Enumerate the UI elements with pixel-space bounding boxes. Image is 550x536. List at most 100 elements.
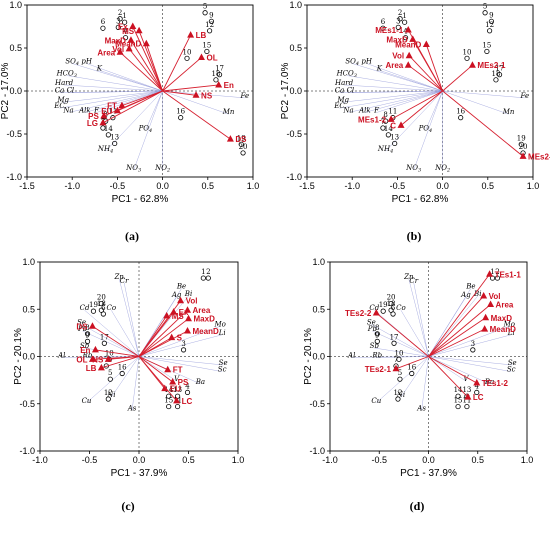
panel-c-factor-label: MS — [172, 312, 185, 321]
panel-d-factor-label: Area — [496, 301, 514, 310]
panel-a-variable-label: Hard — [54, 79, 74, 87]
panel-c-sample-label: 17 — [100, 333, 109, 341]
panel-a-variable-line — [84, 90, 163, 113]
panel-b-factor-line — [442, 90, 524, 157]
panel-d-factor-label: LC — [473, 393, 484, 402]
panel-b-sample-point — [484, 48, 490, 55]
panel-a-sample-point — [110, 115, 116, 121]
panel-a-variable-label: Mg — [56, 96, 69, 104]
panel-b-xtick-label: 1.0 — [527, 181, 540, 191]
panel-c-xtick-label: -0.5 — [82, 455, 98, 465]
panel-b-variable-line — [425, 90, 443, 131]
panel-c-factor-marker — [88, 355, 96, 362]
panel-c-variable-line — [138, 334, 223, 357]
panel-c-sample-label: 18 — [97, 300, 106, 308]
panel-b-variable-line — [348, 90, 443, 113]
panel-b-variable-label: NO3 — [405, 164, 421, 174]
panel-c-variable-label: Al — [57, 351, 65, 359]
panel-c-xtick-label: 0.5 — [182, 455, 195, 465]
panel-c-variable-label: Sb — [80, 342, 90, 350]
panel-c-sample-point — [205, 275, 211, 281]
panel-d-sample-point — [374, 331, 380, 337]
panel-c-variable-label: Ni — [106, 391, 115, 399]
panel-b-sample-label: 15 — [482, 41, 491, 49]
panel-b-ytick-label: -0.5 — [286, 129, 302, 139]
panel-b-variable-label: F — [373, 107, 380, 115]
panel-d-factor-label: TEs2-2 — [345, 309, 372, 318]
panel-d-sample-point — [455, 403, 461, 410]
panel-a-sample-point — [216, 72, 223, 78]
panel-d-variable-label: Co — [396, 304, 406, 312]
panel-b-xtick-label: -0.5 — [390, 181, 406, 191]
panel-d-variable-line — [421, 356, 429, 411]
panel-b-variable-label: Mg — [336, 96, 349, 104]
panel-b-factor-label: Vol — [392, 52, 404, 61]
panel-a-xtick-label: -0.5 — [110, 181, 126, 191]
panel-d-sample-point — [474, 389, 480, 396]
panel-a-sample-point — [238, 141, 244, 147]
panel-c-sample-point — [175, 393, 181, 399]
panel-b-variable-label: pH — [361, 57, 372, 65]
panel-b-factor-line — [412, 39, 443, 92]
panel-c-sample-label: 16 — [118, 364, 127, 372]
panel-d-y-axis-label: PC2 - 20.1% — [303, 328, 314, 385]
panel-c-variable-line — [138, 356, 224, 366]
panel-c-variable-label: Bi — [184, 290, 192, 298]
panel-c-variable-line — [138, 356, 177, 382]
panel-d-variable-label: As — [416, 404, 426, 412]
panel-d-factor-marker — [481, 325, 489, 332]
panel-b-variable-line — [339, 90, 443, 109]
panel-c-ytick-label: 0.5 — [22, 304, 35, 314]
panel-b-factor-marker — [404, 61, 412, 68]
panel-b-sample-point — [383, 118, 389, 124]
panel-c-factor-marker — [185, 314, 192, 322]
panel-c-ytick-label: 0.0 — [22, 352, 35, 362]
panel-b-ytick-label: -1.0 — [286, 172, 302, 182]
panel-c-variable-label: Be — [176, 282, 186, 290]
panel-c-variable-label: Pb — [77, 325, 88, 333]
panel-b-sample-point — [496, 72, 503, 78]
panel-d-variable-line — [374, 347, 429, 357]
panel-d-variable-line — [428, 326, 510, 357]
panel-b-sample-point — [380, 125, 386, 131]
panel-a-variable-line — [86, 63, 163, 92]
panel-d-sample-label: 6 — [391, 304, 396, 312]
panel-c-factor-label: NS — [92, 355, 104, 364]
panel-b-sample-point — [402, 19, 408, 25]
panel-b-factor-label: MeanD — [395, 41, 421, 50]
panel-b-variable-label: Fe — [520, 92, 530, 100]
panel-c-sample-point — [200, 275, 206, 281]
panel-d-sample-label: 9 — [375, 331, 379, 339]
panel-a-variable-label: Mn — [222, 108, 235, 116]
panel-b-sample-point — [458, 115, 464, 121]
panel-c-factor-line — [95, 349, 140, 357]
panel-b-sample-label: 19 — [517, 134, 526, 142]
panel-d-sample-label: 8 — [375, 324, 379, 332]
panel-a-sample-point — [115, 24, 121, 30]
panel-b-ytick-label: 0.0 — [289, 86, 302, 96]
panel-b-sample-point — [385, 132, 391, 138]
panel-a-variable-line — [162, 90, 229, 115]
panel-b-factor-line — [400, 90, 443, 126]
panel-a-variable-label: Na — [62, 107, 73, 115]
panel-d-sample-point — [388, 300, 394, 307]
panel-d-sample-point — [470, 347, 476, 353]
panel-label-c: (c) — [121, 499, 134, 513]
panel-c-sample-point — [175, 403, 181, 410]
panel-b-factor-marker — [387, 115, 395, 122]
panel-d-xtick-label: 1.0 — [521, 455, 534, 465]
panel-b-factor-marker — [397, 121, 405, 128]
panel-d-sample-label: 2 — [495, 268, 499, 276]
panel-d-variable-label: Mo — [503, 320, 515, 328]
panel-b-sample-point — [493, 77, 499, 83]
panel-a-sample-label: 2 — [118, 9, 122, 17]
panel-c-factor-marker — [164, 365, 172, 373]
panel-a-factor-label: MS — [122, 27, 135, 36]
panel-a-sample-label: 9 — [209, 11, 213, 19]
panel-a-sample-point — [213, 77, 219, 83]
panel-d-factor-marker — [372, 309, 380, 316]
panel-c-factor-label: Vol — [186, 297, 198, 306]
panel-b-sample-point — [464, 55, 470, 61]
panel-b-variable-line — [376, 90, 443, 113]
